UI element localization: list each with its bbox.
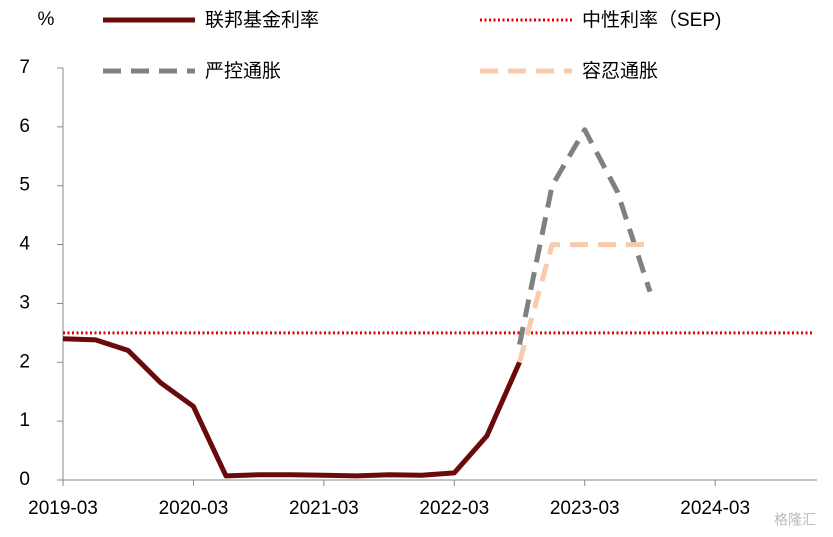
y-tick-label: 5	[19, 175, 30, 196]
legend-label: 中性利率（SEP)	[582, 9, 721, 31]
x-tick-label: 2024-03	[680, 498, 750, 519]
x-tick-label: 2019-03	[28, 498, 98, 519]
x-tick-label: 2020-03	[159, 498, 229, 519]
y-tick-label: 0	[19, 469, 30, 490]
x-tick-label: 2021-03	[289, 498, 359, 519]
series-line	[517, 127, 653, 346]
legend-label: 容忍通胀	[582, 60, 658, 82]
y-tick-label: 3	[19, 292, 30, 313]
series-line	[62, 336, 522, 479]
y-tick-label: 7	[19, 57, 30, 78]
legend-label: 联邦基金利率	[205, 9, 319, 31]
watermark: 格隆汇	[774, 512, 816, 528]
y-axis-label: %	[38, 9, 55, 30]
x-tick-label: 2023-03	[550, 498, 620, 519]
y-tick-label: 2	[19, 351, 30, 372]
y-tick-label: 6	[19, 116, 30, 137]
series-line	[517, 242, 650, 363]
legend-label: 严控通胀	[205, 60, 281, 82]
x-tick-label: 2022-03	[419, 498, 489, 519]
y-tick-label: 1	[19, 410, 30, 431]
y-tick-label: 4	[19, 234, 30, 255]
